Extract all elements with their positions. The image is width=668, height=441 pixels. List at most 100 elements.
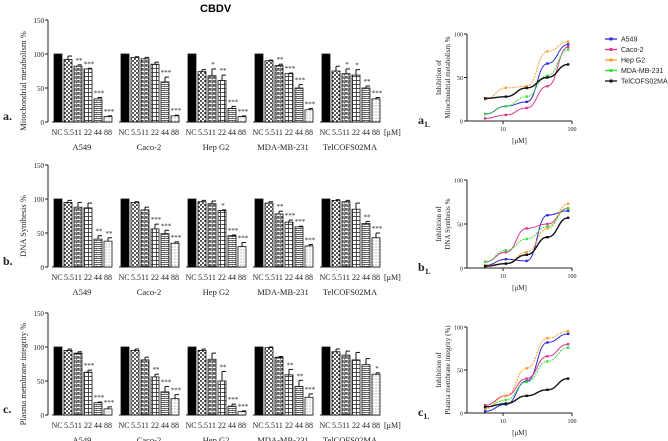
data-point xyxy=(525,95,528,98)
data-point xyxy=(483,407,487,410)
data-point xyxy=(525,100,528,104)
bar xyxy=(227,235,237,268)
bar xyxy=(140,58,150,123)
unit-label: [μM] xyxy=(384,128,401,137)
group-label: MDA-MB-231 xyxy=(257,142,308,152)
data-point xyxy=(566,202,570,205)
significance-label: *** xyxy=(94,394,105,402)
data-point xyxy=(566,209,570,212)
bar xyxy=(351,74,361,123)
bar xyxy=(284,221,294,268)
data-point xyxy=(504,402,508,405)
data-point xyxy=(525,394,528,397)
data-point xyxy=(546,50,549,53)
y-tick-label: 100 xyxy=(34,344,45,352)
y-tick-label: 100 xyxy=(34,51,45,59)
significance-label: * xyxy=(221,202,225,210)
data-point xyxy=(546,336,549,340)
bar xyxy=(73,352,83,416)
data-point xyxy=(546,388,549,391)
bar xyxy=(73,206,83,268)
significance-label: *** xyxy=(171,234,182,242)
x-tick-label: NC xyxy=(252,273,263,282)
x-tick-label: 44 xyxy=(228,273,236,282)
bar xyxy=(197,71,207,123)
significance-label: *** xyxy=(295,77,306,85)
bar xyxy=(207,203,217,268)
group-label: A549 xyxy=(73,287,92,297)
significance-label: ** xyxy=(96,228,104,236)
x-tick-label: 11 xyxy=(342,421,350,430)
significance-label: *** xyxy=(285,212,296,220)
data-point xyxy=(504,398,508,402)
x-tick-label: 11 xyxy=(208,128,216,137)
group-label: Caco-2 xyxy=(137,435,162,441)
significance-label: *** xyxy=(228,98,239,106)
panel-label: c1. xyxy=(418,405,429,421)
x-tick-label: 44 xyxy=(161,273,169,282)
panel-label-subscript: 1. xyxy=(424,120,430,129)
x-tick-label: 5.5 xyxy=(265,273,275,282)
significance-label: ** xyxy=(297,372,305,380)
x-tick-label: 88 xyxy=(372,421,380,430)
bar xyxy=(264,202,274,268)
x-tick-label: 22 xyxy=(352,128,360,137)
bar xyxy=(254,53,264,123)
significance-label: *** xyxy=(171,107,182,115)
x-tick-label: 100 xyxy=(568,419,577,425)
series-line-hep-g2 xyxy=(485,203,569,266)
bar xyxy=(83,68,93,123)
bar xyxy=(83,207,93,268)
panel-label: a. xyxy=(3,109,12,123)
x-tick-label: 11 xyxy=(141,273,149,282)
x-tick-label: 88 xyxy=(238,421,246,430)
x-tick-label: 11 xyxy=(342,273,350,282)
significance-label: *** xyxy=(305,100,316,108)
data-point xyxy=(483,117,487,120)
significance-label: ** xyxy=(153,366,161,374)
x-tick-label: 88 xyxy=(171,273,179,282)
panel-label: c. xyxy=(3,402,11,416)
x-axis-label: [μM] xyxy=(512,429,527,437)
bar xyxy=(227,108,237,123)
significance-label: *** xyxy=(372,225,383,233)
series-line-telcofs02ma xyxy=(485,63,569,100)
significance-label: ** xyxy=(106,230,114,238)
bar xyxy=(304,396,314,416)
x-tick-label: 22 xyxy=(151,273,159,282)
group-label: MDA-MB-231 xyxy=(257,435,308,441)
x-tick-label: 44 xyxy=(94,128,102,137)
data-point xyxy=(546,214,549,217)
data-point xyxy=(546,76,549,79)
x-tick-label: 10 xyxy=(500,127,506,133)
x-tick-label: 5.5 xyxy=(64,273,74,282)
x-axis-label: [μM] xyxy=(512,284,527,292)
data-point xyxy=(566,48,570,51)
y-tick-label: 150 xyxy=(34,162,45,170)
bar xyxy=(371,98,381,123)
bar xyxy=(93,402,103,416)
x-tick-label: 88 xyxy=(238,128,246,137)
x-tick-label: 5.5 xyxy=(64,128,74,137)
x-tick-label: 88 xyxy=(171,128,179,137)
bar xyxy=(103,240,113,268)
data-point xyxy=(566,343,570,346)
significance-label: *** xyxy=(372,90,383,98)
bar xyxy=(237,411,247,416)
series-line-hep-g2 xyxy=(485,41,569,100)
significance-label: *** xyxy=(228,396,239,404)
x-tick-label: NC xyxy=(185,128,196,137)
bar xyxy=(361,87,371,123)
legend-label: MDA-MB-231 xyxy=(621,68,664,75)
unit-label: [μM] xyxy=(384,273,401,282)
significance-label: *** xyxy=(161,378,172,386)
bar xyxy=(120,198,130,268)
significance-label: ** xyxy=(277,56,285,64)
group-label: Hep G2 xyxy=(203,287,230,297)
bar xyxy=(93,98,103,123)
data-point xyxy=(483,265,487,268)
x-tick-label: 88 xyxy=(171,421,179,430)
data-point xyxy=(525,85,528,88)
bar xyxy=(93,238,103,268)
